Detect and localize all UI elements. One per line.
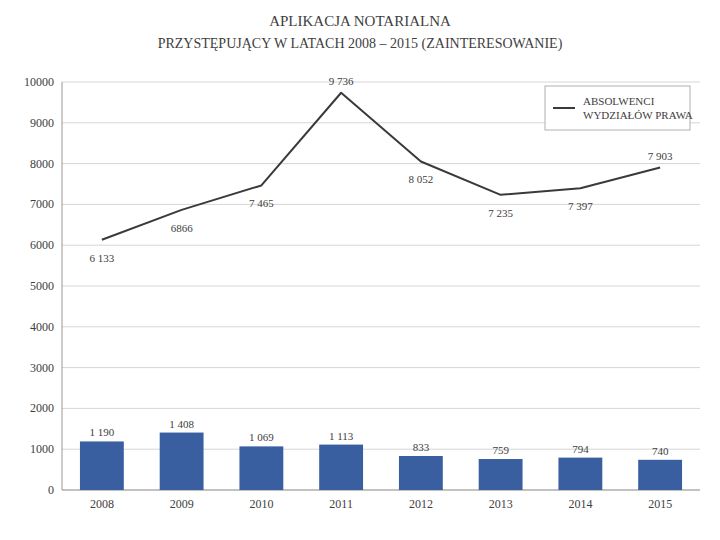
line-label: 6 133: [90, 252, 115, 264]
bar: [239, 446, 283, 490]
y-tick-label: 8000: [30, 157, 54, 171]
y-tick-label: 0: [48, 483, 54, 497]
grid: [62, 82, 700, 490]
line-label: 7 235: [488, 207, 513, 219]
bar-label: 833: [413, 441, 430, 453]
bar-label: 1 190: [90, 426, 115, 438]
bar: [319, 445, 363, 490]
bar: [399, 456, 443, 490]
bar: [160, 433, 204, 490]
marks: [80, 93, 682, 490]
grid-line: [62, 163, 700, 164]
subtitle: PRZYSTĘPUJĄCY W LATACH 2008 – 2015 (ZAIN…: [158, 36, 563, 52]
grid-line: [62, 367, 700, 368]
grid-line: [62, 408, 700, 409]
bar-label: 1 069: [249, 431, 274, 443]
bar-label: 759: [492, 444, 509, 456]
x-tick-label: 2012: [409, 497, 433, 511]
y-tick-label: 9000: [30, 116, 54, 130]
grid-line: [62, 82, 700, 83]
bar: [558, 458, 602, 490]
axes: 0 1000 2000 3000 4000 5000 6000 7000 8000 9000 100…: [24, 75, 700, 511]
y-tick-label: 5000: [30, 279, 54, 293]
x-tick-label: 2014: [568, 497, 592, 511]
bar-label: 1 408: [169, 418, 194, 430]
bar-label: 740: [652, 445, 669, 457]
grid-line: [62, 490, 700, 491]
y-tick-label: 10000: [24, 75, 54, 89]
x-tick-label: 2009: [170, 497, 194, 511]
line-label: 6866: [171, 222, 194, 234]
grid-line: [62, 449, 700, 450]
line-label: 7 465: [249, 197, 274, 209]
x-tick-label: 2015: [648, 497, 672, 511]
x-tick-label: 2013: [489, 497, 513, 511]
line-label: 7 397: [568, 200, 593, 212]
y-tick-label: 7000: [30, 197, 54, 211]
y-tick-label: 4000: [30, 320, 54, 334]
x-tick-label: 2008: [90, 497, 114, 511]
y-axis-line: [62, 82, 63, 490]
x-tick-label: 2011: [329, 497, 353, 511]
bar-label: 1 113: [329, 430, 354, 442]
line-label: 9 736: [329, 75, 354, 87]
y-tick-label: 2000: [30, 401, 54, 415]
legend-box: [545, 86, 690, 130]
grid-line: [62, 326, 700, 327]
title: APLIKACJA NOTARIALNA: [269, 13, 451, 29]
bar: [638, 460, 682, 490]
bar-label: 794: [572, 443, 589, 455]
legend-swatch: [553, 107, 575, 109]
x-tick-label: 2010: [249, 497, 273, 511]
line-label: 7 903: [648, 150, 673, 162]
grid-line: [62, 245, 700, 246]
y-tick-label: 1000: [30, 442, 54, 456]
grid-line: [62, 286, 700, 287]
y-tick-label: 6000: [30, 238, 54, 252]
y-tick-label: 3000: [30, 361, 54, 375]
x-axis-line: [62, 490, 700, 491]
bar: [80, 441, 124, 490]
line-label: 8 052: [409, 173, 434, 185]
legend-entry: ABSOLWENCIWYDZIAŁÓW PRAWA: [583, 95, 693, 121]
data-labels: 1 190 1 408 1 069 1 113 833 759 794 740 6 133 686…: [90, 75, 674, 457]
bar: [479, 459, 523, 490]
chart: APLIKACJA NOTARIALNA PRZYSTĘPUJĄCY W LATA…: [0, 0, 720, 540]
legend: ABSOLWENCIWYDZIAŁÓW PRAWA: [545, 86, 693, 130]
grid-line: [62, 204, 700, 205]
